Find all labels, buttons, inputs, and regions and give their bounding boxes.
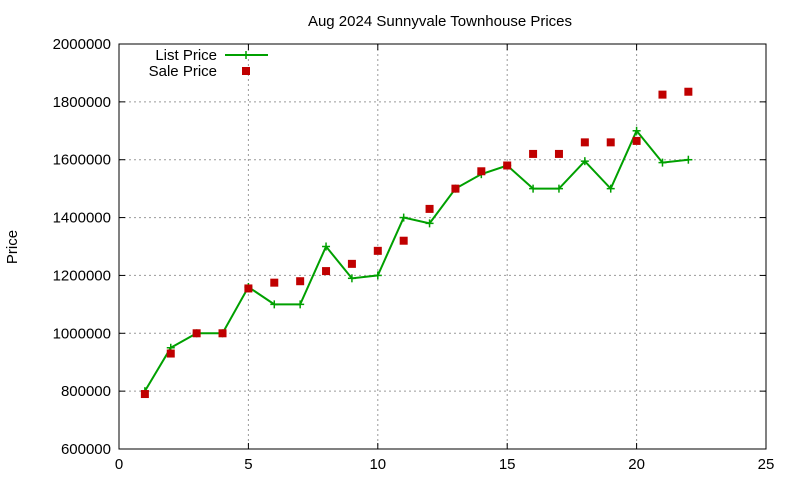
sale-price-point <box>218 329 227 338</box>
x-tick-label: 20 <box>628 456 645 473</box>
list-price-point <box>684 155 693 164</box>
y-tick-label: 1600000 <box>53 152 111 169</box>
y-tick-label: 1000000 <box>53 325 111 342</box>
legend-label-sale-price: Sale Price <box>149 63 217 80</box>
sale-price-point <box>503 161 512 170</box>
list-price-point <box>554 184 563 193</box>
x-tick-label: 25 <box>758 456 775 473</box>
list-price-point <box>347 274 356 283</box>
chart-title: Aug 2024 Sunnyvale Townhouse Prices <box>308 13 572 30</box>
sale-price-point <box>347 259 356 268</box>
list-price-point <box>296 300 305 309</box>
x-tick-label: 10 <box>369 456 386 473</box>
sale-price-point <box>477 167 486 176</box>
y-axis-label: Price <box>4 230 21 264</box>
sale-price-point <box>606 138 615 147</box>
list-price-point <box>580 157 589 166</box>
sale-price-point <box>296 277 305 286</box>
sale-price-point <box>140 390 149 399</box>
sale-price-point <box>529 149 538 158</box>
list-price-point <box>322 242 331 251</box>
sale-price-point <box>425 204 434 213</box>
x-tick-label: 0 <box>115 456 123 473</box>
sale-price-point <box>684 87 693 96</box>
list-price-point <box>425 219 434 228</box>
sale-price-point <box>580 138 589 147</box>
y-tick-label: 600000 <box>61 441 111 458</box>
legend-label-list-price: List Price <box>155 47 217 64</box>
y-tick-label: 1800000 <box>53 94 111 111</box>
list-price-line <box>144 128 689 392</box>
list-price-point <box>632 126 641 135</box>
list-price-point <box>270 300 279 309</box>
y-tick-label: 800000 <box>61 383 111 400</box>
y-tick-label: 1400000 <box>53 210 111 227</box>
data-series <box>140 87 693 399</box>
list-price-point <box>399 213 408 222</box>
sale-price-point <box>658 90 667 99</box>
list-price-point <box>373 271 382 280</box>
axis-ticks: 0 5 10 15 20 25 600000 800000 1000000 1200000 1400… <box>53 36 775 473</box>
sale-price-point <box>632 136 641 145</box>
legend-swatch-sale-price <box>242 67 250 75</box>
sale-price-point <box>322 267 331 276</box>
y-tick-label: 1200000 <box>53 267 111 284</box>
legend-marker-list-price <box>242 51 250 59</box>
plot-frame <box>118 43 767 450</box>
sale-price-point <box>192 329 201 338</box>
list-price-point <box>606 184 615 193</box>
grid <box>119 44 766 449</box>
sale-price-point <box>373 246 382 255</box>
sale-price-point <box>554 149 563 158</box>
list-price-point <box>529 184 538 193</box>
x-tick-label: 5 <box>244 456 252 473</box>
x-tick-label: 15 <box>499 456 516 473</box>
list-price-point <box>658 158 667 167</box>
sale-price-point <box>244 284 253 293</box>
y-tick-label: 2000000 <box>53 36 111 53</box>
sale-price-point <box>451 184 460 193</box>
sale-price-point <box>166 349 175 358</box>
sale-price-point <box>399 236 408 245</box>
sale-price-point <box>270 278 279 287</box>
